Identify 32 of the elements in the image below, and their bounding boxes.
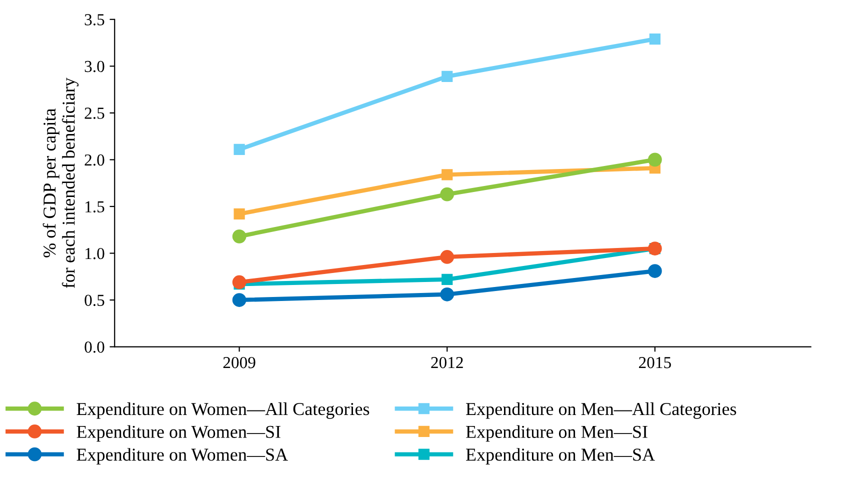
point xyxy=(440,287,454,302)
y-tick-label: 0.0 xyxy=(84,341,104,353)
y-tick-label: 1.5 xyxy=(86,201,104,212)
legend-label: Expenditure on Men—SA xyxy=(466,448,655,464)
point xyxy=(440,187,454,202)
y-tick-label: 2.0 xyxy=(84,154,104,166)
point xyxy=(442,274,453,285)
point xyxy=(232,275,246,290)
point xyxy=(442,70,453,82)
point xyxy=(232,229,246,244)
x-tick-label: 2009 xyxy=(223,356,256,368)
legend-label: Expenditure on Women—SI xyxy=(76,425,280,442)
legend-label: Expenditure on Men—SI xyxy=(466,425,648,442)
point xyxy=(234,144,245,155)
y-tick-label: 0.5 xyxy=(84,294,104,306)
legend-label: Expenditure on Women—All Categories xyxy=(76,402,370,419)
point xyxy=(648,264,662,278)
y-tick-label: 1.0 xyxy=(86,248,104,260)
x-tick-label: 2015 xyxy=(639,356,671,368)
y-tick-label: 2.5 xyxy=(84,108,104,119)
point xyxy=(442,169,453,180)
x-tick-label: 2012 xyxy=(431,356,463,368)
point xyxy=(648,152,662,167)
legend-label: Expenditure on Men—All Categories xyxy=(466,402,736,419)
y-tick-label: 3.5 xyxy=(84,14,104,26)
y-tick-label: 3.0 xyxy=(84,60,104,72)
point xyxy=(234,208,245,220)
point xyxy=(232,293,246,307)
point xyxy=(649,33,660,45)
point xyxy=(440,250,454,264)
legend-label: Expenditure on Women—SA xyxy=(76,448,288,464)
y-axis-title: % of GDP per capita for each intended beneficiary xyxy=(42,78,79,288)
